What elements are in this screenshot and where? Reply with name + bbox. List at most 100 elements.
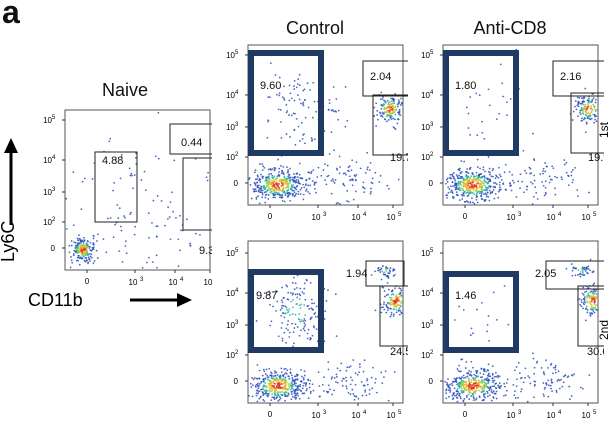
- event-dot: [589, 301, 592, 304]
- event-dot: [492, 188, 495, 191]
- event-dot: [125, 252, 128, 255]
- event-dot: [486, 182, 489, 185]
- event-dot: [484, 385, 487, 388]
- event-dot: [88, 247, 91, 250]
- event-dot: [593, 296, 596, 298]
- event-dot: [477, 176, 480, 179]
- event-dot: [362, 370, 365, 373]
- event-dot: [395, 295, 398, 298]
- event-dot: [296, 184, 299, 187]
- event-dot: [588, 113, 591, 115]
- event-dot: [271, 188, 274, 190]
- event-dot: [286, 179, 289, 182]
- event-dot: [257, 391, 259, 393]
- event-dot: [255, 320, 258, 322]
- event-dot: [328, 98, 331, 101]
- event-dot: [283, 179, 286, 182]
- event-dot: [579, 113, 582, 116]
- event-dot: [304, 314, 307, 317]
- event-dot: [89, 255, 92, 258]
- event-dot: [368, 169, 371, 171]
- event-dot: [467, 201, 469, 204]
- event-dot: [473, 390, 476, 393]
- event-dot: [264, 196, 267, 199]
- event-dot: [388, 104, 391, 107]
- event-dot: [287, 182, 290, 185]
- event-dot: [156, 266, 158, 269]
- event-dot: [333, 389, 335, 392]
- event-dot: [294, 388, 297, 391]
- event-dot: [467, 385, 470, 388]
- event-dot: [392, 304, 395, 307]
- event-dot: [484, 396, 486, 399]
- event-dot: [92, 248, 95, 250]
- event-dot: [593, 114, 596, 116]
- event-dot: [296, 378, 299, 381]
- y-tick-exponent: 3: [430, 320, 434, 326]
- event-dot: [303, 329, 306, 332]
- event-dot: [481, 176, 483, 179]
- event-dot: [320, 174, 323, 177]
- event-dot: [489, 191, 492, 194]
- event-dot: [486, 369, 489, 371]
- event-dot: [250, 197, 253, 200]
- event-dot: [371, 177, 374, 180]
- event-dot: [458, 381, 461, 384]
- event-dot: [523, 191, 525, 194]
- event-dot: [258, 397, 261, 400]
- event-dot: [397, 304, 400, 307]
- event-dot: [269, 62, 272, 65]
- event-dot: [582, 112, 585, 115]
- event-dot: [366, 168, 369, 171]
- event-dot: [477, 386, 480, 389]
- event-dot: [580, 270, 582, 273]
- event-dot: [375, 102, 378, 105]
- y-tick-label: 10: [421, 123, 430, 132]
- event-dot: [254, 178, 257, 181]
- event-dot: [281, 181, 284, 184]
- event-dot: [273, 167, 276, 169]
- y-tick-exponent: 3: [235, 122, 239, 128]
- event-dot: [393, 102, 396, 105]
- event-dot: [309, 392, 312, 395]
- event-dot: [348, 175, 351, 178]
- event-dot: [475, 198, 478, 201]
- event-dot: [262, 388, 265, 391]
- y-tick-label: 10: [226, 91, 235, 100]
- event-dot: [556, 380, 559, 382]
- event-dot: [299, 385, 302, 388]
- event-dot: [285, 103, 288, 106]
- y-tick-label: 10: [226, 249, 235, 258]
- event-dot: [544, 170, 547, 173]
- event-dot: [167, 206, 170, 209]
- event-dot: [295, 382, 297, 385]
- event-dot: [482, 168, 485, 171]
- event-dot: [356, 373, 359, 376]
- event-dot: [147, 212, 150, 215]
- event-dot: [504, 385, 506, 388]
- event-dot: [273, 175, 276, 178]
- event-dot: [270, 182, 273, 185]
- event-dot: [594, 118, 597, 121]
- event-dot: [525, 172, 528, 175]
- event-dot: [300, 177, 302, 180]
- event-dot: [383, 118, 386, 120]
- event-dot: [291, 395, 294, 398]
- event-dot: [291, 379, 294, 382]
- event-dot: [400, 300, 403, 303]
- event-dot: [487, 315, 490, 317]
- event-dot: [309, 281, 312, 284]
- event-dot: [360, 381, 363, 383]
- event-dot: [589, 258, 592, 261]
- event-dot: [470, 184, 473, 187]
- event-dot: [486, 323, 489, 326]
- event-dot: [481, 131, 484, 134]
- event-dot: [393, 274, 396, 276]
- event-dot: [399, 309, 402, 312]
- event-dot: [490, 389, 493, 391]
- event-dot: [484, 176, 486, 179]
- event-dot: [467, 127, 470, 129]
- event-dot: [148, 236, 150, 239]
- event-dot: [338, 155, 341, 158]
- event-dot: [375, 125, 377, 127]
